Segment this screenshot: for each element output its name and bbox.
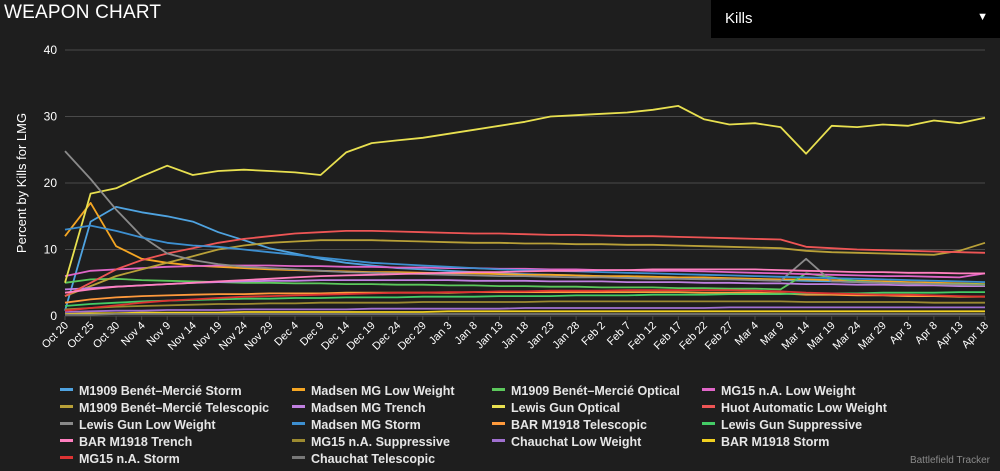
legend-item[interactable]: Lewis Gun Low Weight <box>60 418 216 434</box>
legend-label: M1909 Benét–Mercié Optical <box>511 384 680 398</box>
legend-label: Madsen MG Storm <box>311 418 421 432</box>
legend-swatch <box>292 456 305 460</box>
legend-swatch <box>702 439 715 443</box>
x-tick-label: Nov 4 <box>119 320 148 349</box>
legend-item[interactable]: Huot Automatic Low Weight <box>702 401 887 417</box>
legend-item[interactable]: MG15 n.A. Low Weight <box>702 384 856 400</box>
watermark: Battlefield Tracker <box>909 455 990 466</box>
y-tick-label: 30 <box>44 110 58 124</box>
series-line-4 <box>64 239 986 297</box>
legend-item[interactable]: Chauchat Telescopic <box>292 452 435 468</box>
x-tick-label: Feb 27 <box>703 320 736 353</box>
series-line-1 <box>64 201 986 285</box>
x-tick-label: Jan 23 <box>525 320 557 352</box>
legend-item[interactable]: BAR M1918 Trench <box>60 435 192 451</box>
legend-label: Lewis Gun Low Weight <box>79 418 216 432</box>
y-tick-label: 10 <box>44 243 58 257</box>
x-tick-label: Jan 13 <box>474 320 506 352</box>
legend-item[interactable]: MG15 n.A. Storm <box>60 452 180 468</box>
series-line-15 <box>64 310 985 315</box>
legend-label: Huot Automatic Low Weight <box>721 401 887 415</box>
series-line-17 <box>65 313 985 316</box>
series-line-12 <box>64 268 985 294</box>
x-tick-label: Oct 20 <box>40 320 71 351</box>
series-line-3 <box>64 264 986 279</box>
x-tick-label: Oct 30 <box>91 320 122 351</box>
legend-item[interactable]: BAR M1918 Storm <box>702 435 829 451</box>
x-tick-label: Oct 25 <box>65 320 96 351</box>
legend-swatch <box>60 422 73 426</box>
legend-label: Madsen MG Low Weight <box>311 384 455 398</box>
page-title: WEAPON CHART <box>4 2 162 23</box>
legend-swatch <box>702 422 715 426</box>
legend-swatch <box>702 388 715 392</box>
series-line-13 <box>64 300 985 311</box>
series-line-6 <box>64 105 986 284</box>
x-tick-label: Apr 3 <box>887 320 914 347</box>
legend-label: BAR M1918 Telescopic <box>511 418 647 432</box>
legend-swatch <box>702 405 715 409</box>
legend-item[interactable]: Madsen MG Low Weight <box>292 384 455 400</box>
legend-item[interactable]: Chauchat Low Weight <box>492 435 641 451</box>
legend-item[interactable]: MG15 n.A. Suppressive <box>292 435 450 451</box>
series-line-9 <box>64 224 986 283</box>
x-tick-label: Apr 18 <box>960 320 991 351</box>
x-tick-label: Jan 28 <box>550 320 582 352</box>
x-tick-label: Jan 3 <box>427 320 455 348</box>
x-tick-label: Nov 29 <box>242 320 275 353</box>
metric-dropdown[interactable]: Kills ▼ <box>711 0 1000 38</box>
legend-label: BAR M1918 Storm <box>721 435 830 449</box>
legend-item[interactable]: M1909 Benét–Mercié Telescopic <box>60 401 269 417</box>
legend-label: Lewis Gun Optical <box>511 401 621 415</box>
metric-dropdown-value: Kills <box>725 10 753 27</box>
y-tick-label: 20 <box>44 176 58 190</box>
y-tick-label: 0 <box>50 309 57 323</box>
legend-item[interactable]: M1909 Benét–Mercié Storm <box>60 384 242 400</box>
y-axis-label: Percent by Kills for LMG <box>14 113 29 253</box>
x-tick-label: Apr 13 <box>934 320 965 351</box>
legend-label: M1909 Benét–Mercié Storm <box>79 384 242 398</box>
x-tick-label: Jan 18 <box>499 320 531 352</box>
legend-label: BAR M1918 Trench <box>79 435 193 449</box>
legend-swatch <box>292 422 305 426</box>
x-tick-label: Feb 2 <box>579 320 607 348</box>
legend-label: MG15 n.A. Storm <box>79 452 180 466</box>
legend-swatch <box>492 439 505 443</box>
title-bar: WEAPON CHART Kills ▼ <box>0 0 1000 38</box>
legend-swatch <box>60 405 73 409</box>
legend-item[interactable]: BAR M1918 Telescopic <box>492 418 647 434</box>
legend-label: Chauchat Low Weight <box>511 435 642 449</box>
series-line-8 <box>64 150 986 287</box>
legend-swatch <box>60 439 73 443</box>
legend-label: M1909 Benét–Mercié Telescopic <box>79 401 270 415</box>
chevron-down-icon: ▼ <box>977 11 988 23</box>
legend-label: Lewis Gun Suppressive <box>721 418 863 432</box>
legend-label: MG15 n.A. Suppressive <box>311 435 450 449</box>
legend-swatch <box>492 388 505 392</box>
legend-swatch <box>492 422 505 426</box>
legend-item[interactable]: Lewis Gun Suppressive <box>702 418 862 434</box>
legend-label: MG15 n.A. Low Weight <box>721 384 856 398</box>
legend-label: Chauchat Telescopic <box>311 452 436 466</box>
y-tick-label: 40 <box>44 43 58 57</box>
series-line-16 <box>64 289 986 312</box>
legend-item[interactable]: Madsen MG Trench <box>292 401 426 417</box>
x-tick-label: Dec 29 <box>396 320 429 353</box>
legend-swatch <box>492 405 505 409</box>
legend-swatch <box>60 456 73 460</box>
legend-item[interactable]: Madsen MG Storm <box>292 418 421 434</box>
legend-label: Madsen MG Trench <box>311 401 426 415</box>
x-tick-label: Mar 4 <box>733 320 761 348</box>
legend-swatch <box>60 388 73 392</box>
legend-swatch <box>292 439 305 443</box>
x-tick-label: Dec 4 <box>272 320 301 349</box>
legend-item[interactable]: M1909 Benét–Mercié Optical <box>492 384 680 400</box>
series-line-7 <box>64 229 986 297</box>
legend-swatch <box>292 388 305 392</box>
legend-item[interactable]: Lewis Gun Optical <box>492 401 620 417</box>
x-tick-label: Mar 29 <box>856 320 889 353</box>
legend-swatch <box>292 405 305 409</box>
series-line-14 <box>64 306 985 313</box>
